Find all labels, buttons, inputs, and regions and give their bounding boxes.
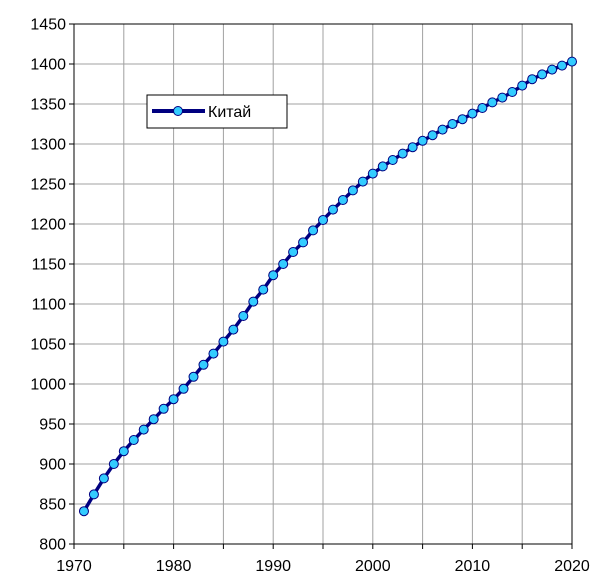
data-point xyxy=(208,348,219,359)
data-point xyxy=(527,74,538,85)
data-point xyxy=(567,56,577,67)
data-point xyxy=(367,168,378,179)
data-point xyxy=(337,195,348,205)
data-point xyxy=(557,60,568,71)
data-point xyxy=(477,103,488,113)
data-point xyxy=(308,225,319,236)
y-tick-label: 1150 xyxy=(32,257,67,274)
y-tick-label: 1250 xyxy=(30,177,66,194)
data-point xyxy=(268,270,279,281)
y-tick-label: 1350 xyxy=(30,97,66,114)
data-point xyxy=(148,414,159,425)
y-tick-label: 1450 xyxy=(30,17,66,34)
data-point xyxy=(467,108,478,119)
y-tick-label: 900 xyxy=(39,457,66,474)
data-point xyxy=(537,69,548,80)
y-tick-label: 800 xyxy=(39,537,66,554)
legend: Китай xyxy=(146,94,288,129)
data-point xyxy=(288,247,299,257)
data-point xyxy=(357,176,368,187)
x-axis: 1970 1980 1990 2000 2010 2020 xyxy=(56,544,590,575)
data-point xyxy=(238,311,249,321)
y-tick-label: 850 xyxy=(39,497,66,514)
data-point xyxy=(507,87,518,97)
x-tick-label: 2020 xyxy=(554,558,590,575)
data-point xyxy=(198,359,209,370)
data-point xyxy=(258,284,269,295)
data-point xyxy=(138,424,149,435)
data-point xyxy=(108,459,119,469)
data-point xyxy=(78,506,89,517)
data-point xyxy=(487,97,498,108)
data-point xyxy=(417,135,428,146)
data-point xyxy=(218,336,229,347)
y-tick-label: 1000 xyxy=(30,377,66,394)
x-tick-label: 2010 xyxy=(455,558,491,575)
data-point xyxy=(248,296,259,307)
y-tick-label: 1400 xyxy=(30,57,66,74)
data-point xyxy=(347,185,358,196)
data-point xyxy=(327,204,338,215)
y-tick-label: 1050 xyxy=(30,337,66,354)
data-point xyxy=(168,394,179,405)
data-point xyxy=(158,403,169,414)
data-point xyxy=(298,237,309,248)
y-tick-label: 1300 xyxy=(30,137,66,154)
y-axis: 800 850 900 950 1000 1050 1100 1150 1200 1250 1300… xyxy=(30,17,74,554)
data-point xyxy=(118,446,129,457)
data-point xyxy=(457,114,468,125)
data-point xyxy=(547,64,558,75)
data-point xyxy=(497,92,508,103)
x-tick-label: 1990 xyxy=(255,558,291,575)
data-point xyxy=(98,473,109,484)
data-point xyxy=(88,489,99,500)
data-point xyxy=(178,383,189,394)
data-point xyxy=(447,119,458,129)
data-point xyxy=(377,161,388,172)
series-group xyxy=(78,56,577,517)
legend-marker-swatch xyxy=(173,106,183,116)
x-tick-label: 1980 xyxy=(156,558,192,575)
data-point xyxy=(228,324,239,335)
legend-label: Китай xyxy=(208,104,251,121)
data-point xyxy=(387,155,398,165)
x-tick-label: 2000 xyxy=(355,558,391,575)
data-point xyxy=(188,371,199,382)
data-point xyxy=(427,130,438,141)
y-tick-label: 1100 xyxy=(32,297,67,314)
y-tick-label: 1200 xyxy=(30,217,66,234)
data-point xyxy=(437,124,448,135)
data-point xyxy=(318,215,328,225)
y-tick-label: 950 xyxy=(39,417,66,434)
data-point xyxy=(397,148,408,159)
x-tick-label: 1970 xyxy=(56,558,92,575)
data-point xyxy=(278,259,289,269)
data-point xyxy=(407,142,418,153)
data-point xyxy=(128,435,139,445)
data-point xyxy=(517,80,528,91)
